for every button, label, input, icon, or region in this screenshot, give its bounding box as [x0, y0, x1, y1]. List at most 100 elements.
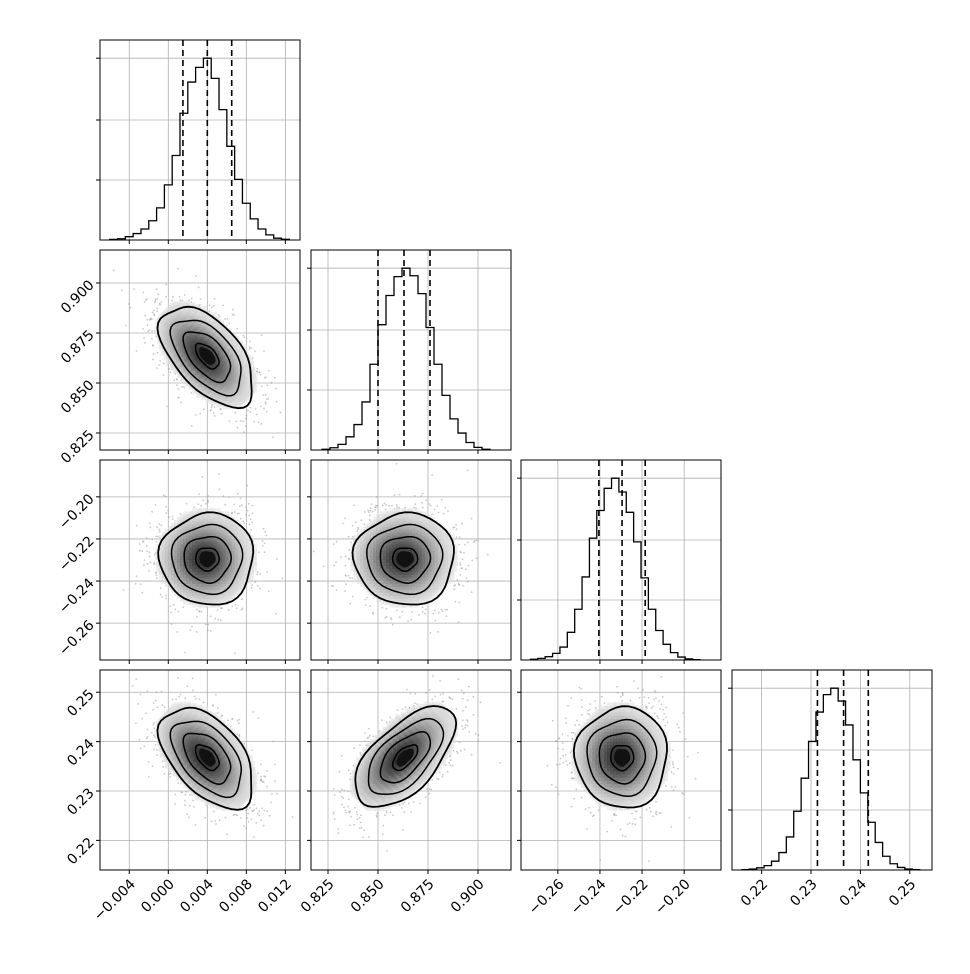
scatter-point	[150, 731, 153, 734]
scatter-point	[171, 299, 173, 302]
scatter-point	[253, 803, 256, 806]
scatter-point	[409, 692, 412, 695]
y-tick-labels-2: −0.26−0.24−0.22−0.20	[56, 491, 98, 659]
scatter-point	[444, 608, 447, 611]
scatter-point	[410, 811, 412, 813]
scatter-point	[375, 814, 378, 817]
scatter-point	[457, 621, 460, 624]
scatter-point	[663, 713, 666, 715]
scatter-point	[421, 492, 424, 495]
scatter-point	[351, 577, 354, 580]
scatter-point	[619, 828, 622, 831]
scatter-point	[355, 811, 358, 813]
scatter-point	[354, 807, 356, 809]
scatter-point	[222, 304, 225, 307]
scatter-point	[259, 373, 262, 376]
scatter-content	[112, 267, 282, 438]
scatter-point	[466, 724, 469, 727]
scatter-point	[570, 805, 573, 808]
scatter-point	[430, 788, 433, 791]
scatter-point	[688, 816, 691, 819]
scatter-point	[215, 693, 217, 696]
scatter-point	[385, 809, 388, 812]
scatter-point	[375, 496, 378, 498]
scatter-point	[405, 688, 408, 691]
scatter-point	[160, 301, 163, 303]
scatter-point	[163, 772, 166, 775]
scatter-point	[168, 368, 171, 370]
scatter-point	[151, 765, 154, 767]
scatter-point	[466, 699, 469, 702]
scatter-point	[557, 793, 560, 796]
scatter-point	[158, 302, 161, 305]
scatter-point	[356, 813, 359, 816]
scatter-point	[204, 816, 207, 819]
scatter-point	[619, 696, 622, 698]
scatter-point	[347, 790, 349, 793]
panel-frame	[310, 249, 512, 451]
scatter-point	[191, 625, 193, 628]
scatter-point	[431, 778, 434, 781]
scatter-point	[457, 582, 460, 585]
scatter-point	[259, 573, 261, 575]
scatter-point	[550, 783, 553, 786]
scatter-point	[557, 737, 560, 740]
contour-line	[366, 523, 444, 596]
scatter-point	[388, 504, 390, 507]
scatter-point	[335, 540, 338, 543]
y-tick-label: −0.26	[56, 617, 98, 659]
panel-frame	[520, 669, 722, 871]
scatter-point	[343, 806, 345, 809]
scatter-point	[353, 747, 355, 750]
scatter-point	[241, 607, 244, 610]
scatter-point	[413, 494, 416, 497]
scatter-point	[364, 604, 367, 607]
scatter-point	[257, 717, 260, 719]
scatter-point	[569, 752, 572, 754]
scatter-point	[412, 801, 415, 803]
scatter-point	[265, 402, 267, 405]
y-tick-label: 0.24	[64, 736, 97, 769]
scatter-point	[401, 610, 404, 613]
scatter-point	[474, 732, 477, 735]
scatter-point	[266, 571, 268, 574]
scatter-point	[256, 370, 258, 373]
scatter-point	[551, 719, 554, 722]
contour-line	[367, 717, 445, 795]
scatter-point	[239, 505, 241, 508]
scatter-point	[447, 510, 449, 513]
scatter-point	[156, 307, 159, 310]
scatter-point	[152, 344, 155, 347]
y-tick-label: 0.825	[58, 427, 98, 467]
scatter-point	[461, 697, 464, 700]
scatter-point	[647, 696, 650, 699]
scatter-point	[587, 709, 589, 712]
scatter-point	[264, 775, 267, 778]
scatter-point	[374, 509, 377, 511]
scatter-point	[345, 583, 347, 585]
scatter-point	[186, 813, 189, 816]
scatter-point	[174, 793, 177, 796]
scatter-point	[652, 815, 654, 818]
scatter-point	[597, 809, 600, 812]
scatter-point	[252, 711, 255, 713]
scatter-point	[411, 611, 413, 613]
scatter-point	[190, 392, 193, 394]
scatter-point	[186, 685, 189, 688]
y-tick-label: 0.23	[64, 785, 97, 818]
scatter-point	[458, 543, 460, 546]
scatter-point	[429, 504, 432, 507]
contour-line	[182, 331, 232, 384]
scatter-point	[172, 604, 175, 606]
scatter-point	[477, 739, 480, 741]
scatter-point	[169, 776, 172, 778]
scatter-point	[385, 504, 387, 506]
scatter-point	[220, 714, 223, 717]
scatter-point	[670, 771, 673, 773]
scatter-point	[449, 759, 452, 762]
scatter-point	[470, 591, 473, 593]
scatter-point	[177, 388, 180, 390]
scatter-point	[370, 503, 373, 505]
scatter-point	[352, 536, 354, 538]
scatter-point	[219, 619, 222, 621]
